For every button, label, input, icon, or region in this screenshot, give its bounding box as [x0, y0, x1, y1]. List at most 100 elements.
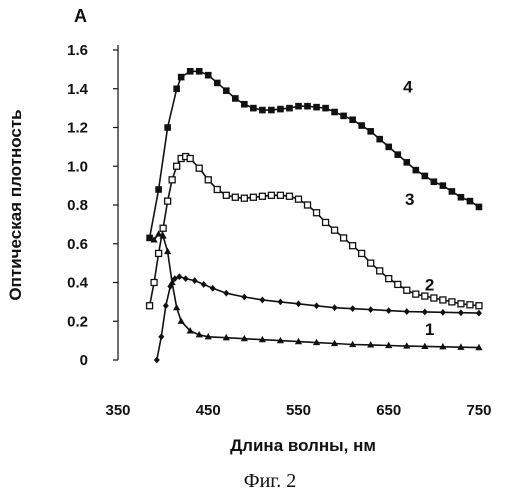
- x-tick-label: 550: [286, 402, 311, 419]
- data-point-4: [385, 144, 392, 151]
- data-point-4: [205, 72, 212, 79]
- data-point-4: [403, 159, 410, 166]
- data-point-3: [359, 250, 365, 256]
- data-point-2: [368, 306, 374, 313]
- data-point-3: [174, 163, 180, 169]
- data-point-1: [173, 304, 180, 310]
- data-point-3: [377, 268, 383, 274]
- data-point-4: [164, 124, 171, 131]
- data-point-2: [314, 302, 320, 309]
- data-point-3: [165, 198, 171, 204]
- data-point-4: [358, 122, 365, 129]
- data-point-3: [395, 281, 401, 287]
- x-tick-label: 350: [105, 402, 130, 419]
- data-point-3: [268, 192, 274, 198]
- y-tick-label: 1.2: [67, 120, 88, 137]
- x-tick-label: 750: [466, 402, 491, 419]
- data-point-4: [178, 74, 185, 81]
- data-point-3: [323, 219, 329, 225]
- curve-label-4: 4: [403, 78, 413, 97]
- data-point-2: [277, 298, 283, 305]
- data-point-1: [164, 248, 171, 254]
- data-point-2: [192, 277, 198, 284]
- data-point-4: [259, 107, 266, 114]
- data-point-4: [250, 105, 257, 112]
- data-point-3: [440, 297, 446, 303]
- x-tick-label: 650: [376, 402, 401, 419]
- data-point-1: [178, 317, 185, 323]
- data-point-3: [187, 156, 193, 162]
- data-point-4: [431, 178, 438, 185]
- data-point-3: [250, 194, 256, 200]
- data-point-3: [458, 301, 464, 307]
- data-point-2: [458, 309, 464, 316]
- data-point-4: [196, 68, 203, 75]
- data-point-4: [295, 103, 302, 110]
- data-point-4: [268, 107, 275, 114]
- data-point-3: [431, 295, 437, 301]
- data-point-3: [277, 192, 283, 198]
- data-point-4: [241, 101, 248, 108]
- curve-label-2: 2: [425, 275, 434, 294]
- data-point-4: [214, 80, 221, 87]
- data-point-4: [376, 136, 383, 143]
- data-point-3: [305, 202, 311, 208]
- data-point-4: [313, 104, 320, 111]
- data-point-3: [295, 196, 301, 202]
- x-axis-label: Длина волны, нм: [230, 436, 376, 455]
- data-point-4: [223, 87, 230, 94]
- data-point-2: [201, 281, 207, 288]
- data-point-4: [277, 106, 284, 113]
- data-point-2: [210, 285, 216, 292]
- data-point-3: [368, 260, 374, 266]
- data-point-4: [322, 105, 329, 112]
- figure-caption: Фиг. 2: [244, 470, 296, 492]
- data-point-2: [163, 302, 169, 309]
- y-tick-label: 0.8: [67, 197, 88, 214]
- data-point-3: [147, 303, 153, 309]
- y-tick-label: 0: [80, 352, 88, 369]
- data-point-4: [394, 151, 401, 158]
- data-point-4: [146, 235, 153, 242]
- data-point-4: [458, 194, 465, 201]
- data-point-4: [349, 116, 356, 123]
- data-point-4: [449, 188, 456, 195]
- y-axis-label: Оптическая плотность: [6, 109, 25, 300]
- data-point-3: [241, 195, 247, 201]
- data-point-2: [422, 309, 428, 316]
- data-point-4: [476, 204, 483, 211]
- data-point-3: [259, 193, 265, 199]
- data-point-3: [286, 193, 292, 199]
- data-point-3: [467, 302, 473, 308]
- data-point-3: [151, 280, 157, 286]
- y-tick-label: 1.4: [67, 81, 89, 98]
- data-point-2: [183, 275, 189, 282]
- data-point-2: [154, 357, 160, 364]
- data-point-3: [156, 250, 162, 256]
- data-point-2: [386, 307, 392, 314]
- curve-label-1: 1: [425, 320, 434, 339]
- y-tick-label: 1.0: [67, 158, 88, 175]
- data-point-2: [295, 300, 301, 307]
- data-point-3: [476, 303, 482, 309]
- y-tick-label: 1.6: [67, 42, 88, 59]
- data-point-2: [241, 294, 247, 301]
- x-tick-label: 450: [196, 402, 221, 419]
- data-point-4: [286, 105, 293, 112]
- data-point-2: [440, 309, 446, 316]
- data-point-2: [332, 304, 338, 311]
- data-point-4: [155, 186, 162, 193]
- data-point-3: [223, 192, 229, 198]
- curve-label-3: 3: [405, 190, 414, 209]
- data-point-4: [467, 198, 474, 205]
- data-point-3: [196, 165, 202, 171]
- data-point-3: [214, 187, 220, 193]
- data-point-3: [404, 287, 410, 293]
- data-point-4: [331, 109, 338, 116]
- data-point-3: [386, 276, 392, 282]
- data-point-3: [205, 177, 211, 183]
- data-point-3: [160, 225, 166, 231]
- data-point-3: [449, 299, 455, 305]
- data-point-2: [350, 305, 356, 312]
